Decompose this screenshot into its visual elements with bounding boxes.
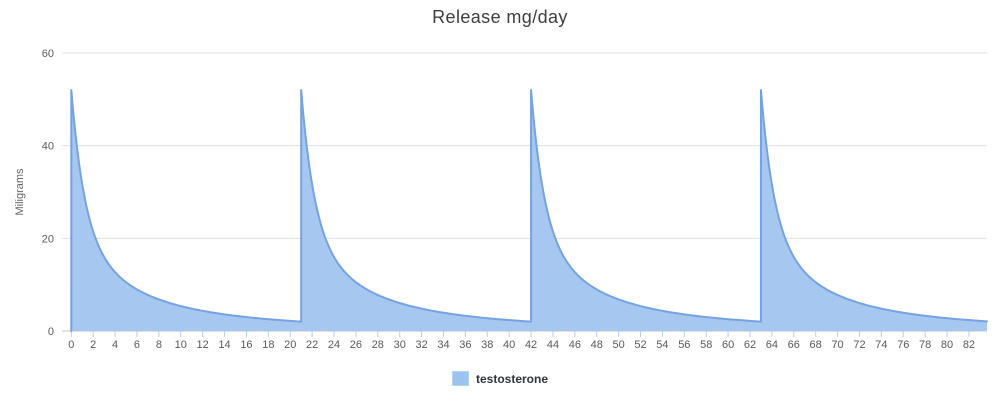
x-tick-label: 20 bbox=[284, 339, 296, 351]
x-tick-label: 14 bbox=[218, 339, 230, 351]
x-tick-label: 8 bbox=[156, 339, 162, 351]
x-tick-label: 80 bbox=[941, 339, 953, 351]
x-tick-label: 28 bbox=[372, 339, 384, 351]
x-tick-label: 56 bbox=[678, 339, 690, 351]
x-tick-label: 44 bbox=[547, 339, 559, 351]
x-tick-label: 48 bbox=[591, 339, 603, 351]
x-tick-label: 2 bbox=[90, 339, 96, 351]
legend: testosterone bbox=[0, 371, 1000, 386]
x-tick-label: 40 bbox=[503, 339, 515, 351]
x-tick-label: 16 bbox=[240, 339, 252, 351]
x-tick-label: 26 bbox=[350, 339, 362, 351]
x-tick-label: 52 bbox=[634, 339, 646, 351]
x-tick-label: 54 bbox=[656, 339, 668, 351]
x-tick-label: 46 bbox=[569, 339, 581, 351]
x-tick-label: 58 bbox=[700, 339, 712, 351]
x-tick-label: 36 bbox=[459, 339, 471, 351]
x-tick-label: 66 bbox=[788, 339, 800, 351]
x-tick-label: 82 bbox=[963, 339, 975, 351]
x-tick-label: 68 bbox=[810, 339, 822, 351]
y-tick-label: 60 bbox=[42, 48, 54, 60]
x-tick-label: 22 bbox=[306, 339, 318, 351]
x-tick-label: 30 bbox=[394, 339, 406, 351]
x-tick-label: 42 bbox=[525, 339, 537, 351]
x-tick-label: 70 bbox=[831, 339, 843, 351]
x-tick-label: 74 bbox=[875, 339, 887, 351]
x-tick-label: 34 bbox=[437, 339, 449, 351]
x-tick-label: 32 bbox=[415, 339, 427, 351]
legend-swatch-icon bbox=[451, 371, 469, 386]
x-tick-label: 18 bbox=[262, 339, 274, 351]
x-tick-label: 64 bbox=[766, 339, 778, 351]
x-tick-label: 4 bbox=[112, 339, 118, 351]
x-tick-label: 50 bbox=[613, 339, 625, 351]
x-tick-label: 0 bbox=[68, 339, 74, 351]
legend-item-testosterone[interactable]: testosterone bbox=[451, 371, 549, 386]
chart-title: Release mg/day bbox=[432, 7, 568, 27]
series-line-testosterone bbox=[70, 89, 988, 332]
x-tick-label: 12 bbox=[197, 339, 209, 351]
x-tick-label: 38 bbox=[481, 339, 493, 351]
x-tick-label: 6 bbox=[134, 339, 140, 351]
y-tick-label: 0 bbox=[48, 326, 54, 338]
x-tick-label: 24 bbox=[328, 339, 340, 351]
legend-label: testosterone bbox=[475, 371, 549, 386]
x-tick-label: 60 bbox=[722, 339, 734, 351]
y-tick-label: 20 bbox=[42, 233, 54, 245]
y-tick-label: 40 bbox=[42, 141, 54, 153]
x-tick-label: 76 bbox=[897, 339, 909, 351]
x-tick-label: 10 bbox=[175, 339, 187, 351]
x-tick-label: 62 bbox=[744, 339, 756, 351]
x-tick-label: 72 bbox=[853, 339, 865, 351]
series-area-testosterone[interactable] bbox=[71, 90, 988, 331]
x-tick-label: 78 bbox=[919, 339, 931, 351]
